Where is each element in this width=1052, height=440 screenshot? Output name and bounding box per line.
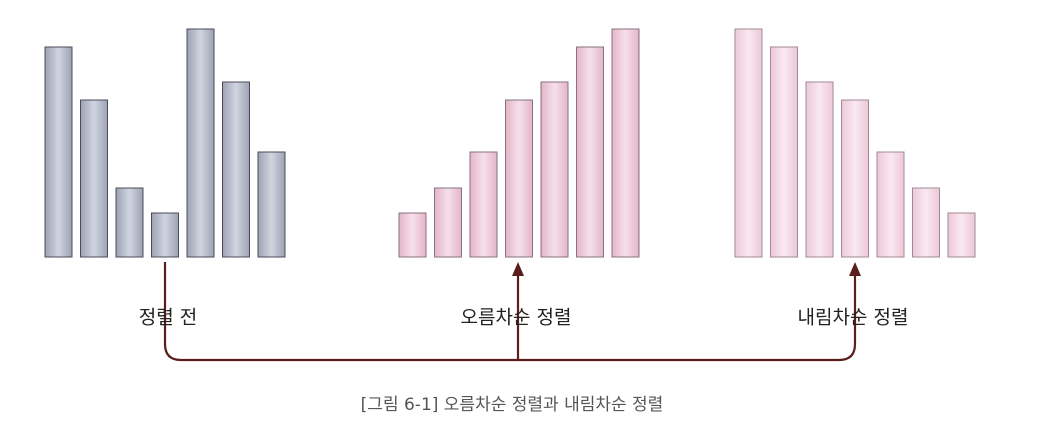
connector-line — [163, 262, 857, 362]
bar — [222, 81, 250, 258]
bar — [540, 81, 569, 258]
group-label: 정렬 전 — [139, 307, 197, 329]
arrow-head — [512, 262, 524, 276]
arrow-head — [849, 262, 861, 276]
bar — [947, 212, 976, 258]
bar — [80, 99, 108, 258]
bar — [770, 46, 798, 258]
bar — [912, 187, 940, 258]
bar — [505, 99, 533, 258]
connector — [163, 262, 857, 362]
bar — [44, 46, 73, 258]
bar — [257, 151, 286, 258]
group-label: 오름차순 정렬 — [461, 307, 572, 329]
bar — [398, 212, 427, 258]
bar — [186, 28, 215, 258]
bar — [876, 151, 905, 258]
bar — [611, 28, 640, 258]
bar — [576, 46, 604, 258]
bar — [734, 28, 763, 258]
group-label: 내림차순 정렬 — [798, 307, 909, 329]
bar — [115, 187, 144, 258]
bar — [841, 99, 869, 258]
bar — [805, 81, 834, 258]
bar — [151, 212, 179, 258]
bar — [434, 187, 462, 258]
bar — [469, 151, 498, 258]
caption: [그림 6-1] 오름차순 정렬과 내림차순 정렬 — [361, 395, 664, 415]
